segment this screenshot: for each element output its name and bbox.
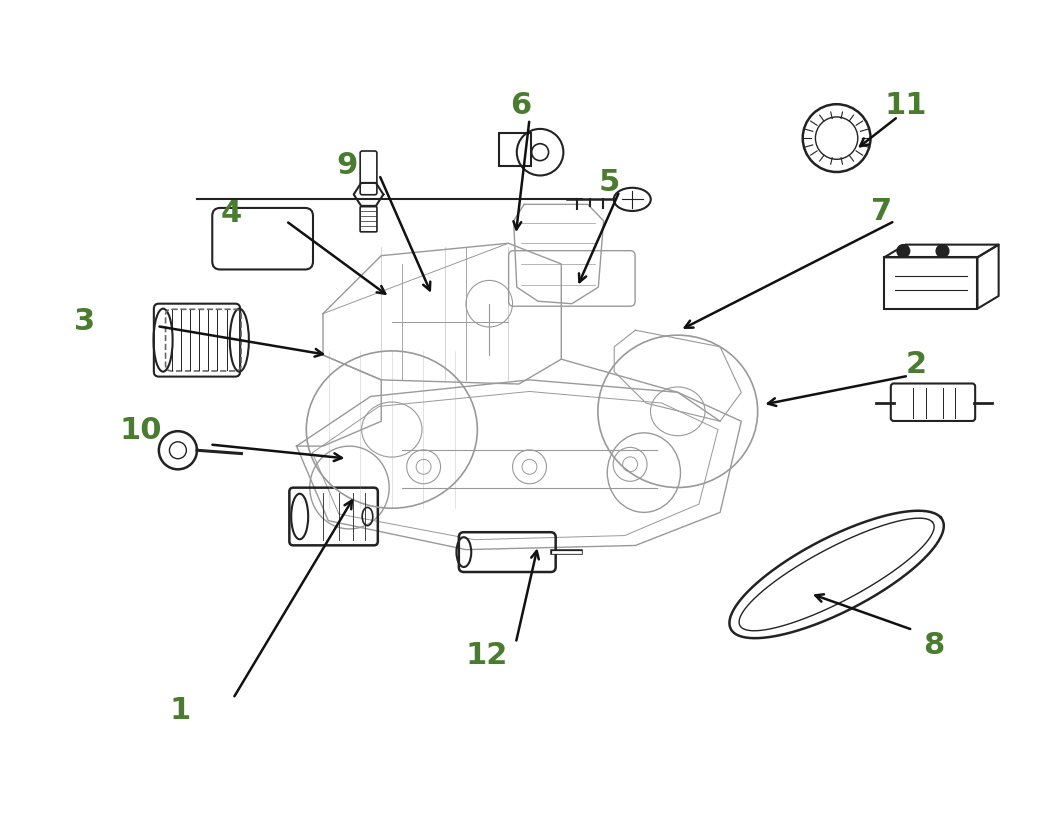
Text: 3: 3 xyxy=(74,306,95,336)
Text: 5: 5 xyxy=(598,167,620,197)
Text: 4: 4 xyxy=(220,198,241,228)
Text: 12: 12 xyxy=(466,640,508,670)
Circle shape xyxy=(897,246,910,258)
Text: 10: 10 xyxy=(120,415,162,445)
Text: 7: 7 xyxy=(870,196,892,226)
Text: 2: 2 xyxy=(905,349,927,379)
Bar xyxy=(884,258,977,309)
Text: 11: 11 xyxy=(884,91,927,121)
Text: 8: 8 xyxy=(923,630,945,660)
Text: 6: 6 xyxy=(510,91,532,121)
Circle shape xyxy=(936,246,949,258)
Text: 1: 1 xyxy=(169,695,191,724)
Text: 9: 9 xyxy=(337,151,358,180)
